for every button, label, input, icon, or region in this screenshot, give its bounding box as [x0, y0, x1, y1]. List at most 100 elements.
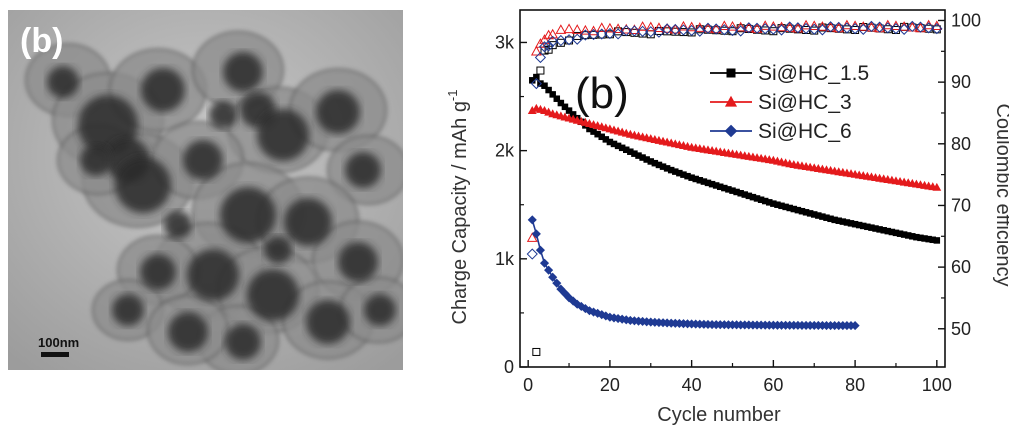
silicon-core [247, 269, 299, 321]
legend-marker-si-hc-3 [724, 95, 738, 107]
efficiency-point-si-hc-6 [923, 22, 935, 34]
silicon-core [225, 324, 261, 360]
efficiency-point-si-hc-3 [579, 24, 591, 35]
x-tick-label: 40 [682, 375, 702, 395]
capacity-point-si-hc-6 [548, 272, 558, 282]
tem-micrograph: (b) 100nm [8, 10, 403, 370]
efficiency-point-si-hc-1-5 [842, 25, 851, 34]
efficiency-point-si-hc-6 [800, 22, 812, 35]
silicon-core [364, 294, 396, 326]
efficiency-point-si-hc-6 [726, 24, 739, 37]
efficiency-point-si-hc-3 [661, 23, 673, 33]
efficiency-point-si-hc-3 [808, 20, 820, 31]
capacity-point-si-hc-6 [552, 278, 562, 288]
silicon-core [345, 152, 381, 188]
silicon-core [80, 144, 112, 176]
y-axis-left-label-text: Charge Capacity / mAh g [449, 101, 471, 324]
efficiency-point-si-hc-3 [735, 21, 747, 32]
efficiency-point-si-hc-3 [563, 23, 575, 34]
capacity-point-si-hc-6 [544, 265, 554, 275]
silicon-core [284, 198, 332, 246]
y-axis-right-label: Coulombic efficiency [992, 103, 1009, 286]
efficiency-point-si-hc-6 [775, 24, 788, 36]
efficiency-point-si-hc-6 [833, 21, 845, 33]
capacity-point-si-hc-6 [527, 215, 537, 225]
efficiency-point-si-hc-1-5 [556, 38, 565, 47]
efficiency-point-si-hc-3 [620, 23, 632, 34]
efficiency-point-si-hc-1-5 [720, 26, 729, 35]
efficiency-point-si-hc-3 [629, 24, 640, 34]
capacity-point-si-hc-1-5 [533, 73, 540, 81]
efficiency-point-si-hc-3 [637, 21, 648, 31]
efficiency-point-si-hc-3 [571, 24, 583, 34]
legend-marker-si-hc-6 [724, 124, 738, 138]
silicon-core [338, 242, 378, 282]
efficiency-point-si-hc-6 [751, 22, 763, 34]
efficiency-point-si-hc-6 [542, 40, 555, 52]
efficiency-point-si-hc-6 [718, 24, 730, 36]
silicon-core [316, 90, 360, 134]
efficiency-point-si-hc-6 [645, 26, 657, 38]
efficiency-point-si-hc-3 [612, 23, 624, 34]
efficiency-point-si-hc-3 [526, 232, 538, 242]
capacity-point-si-hc-1-5 [933, 237, 941, 244]
efficiency-point-si-hc-3 [718, 20, 730, 31]
efficiency-point-si-hc-1-5 [728, 27, 737, 36]
efficiency-point-si-hc-6 [604, 27, 616, 40]
efficiency-point-si-hc-1-5 [802, 25, 811, 34]
scale-bar [41, 352, 69, 357]
x-tick-label: 20 [600, 375, 620, 395]
capacity-point-si-hc-6 [564, 293, 574, 303]
efficiency-point-si-hc-3 [751, 23, 763, 33]
y-right-tick-label: 100 [951, 10, 981, 30]
efficiency-point-si-hc-3 [596, 22, 608, 33]
efficiency-point-si-hc-3 [547, 28, 559, 39]
efficiency-point-si-hc-3 [588, 25, 599, 36]
efficiency-point-si-hc-1-5 [565, 36, 574, 45]
capacity-point-si-hc-6 [531, 229, 541, 239]
silicon-core [223, 52, 263, 92]
cycling-chart: 0 20 40 60 80 100 0 1k 2k 3k 50 60 70 80 90 100 (b) Cyc… [445, 9, 1009, 426]
efficiency-point-si-hc-1-5 [810, 26, 819, 35]
x-axis-label: Cycle number [657, 404, 781, 426]
efficiency-point-si-hc-6 [784, 21, 796, 33]
capacity-point-si-hc-6 [556, 284, 566, 294]
efficiency-point-si-hc-6 [620, 24, 632, 37]
efficiency-point-si-hc-6 [865, 20, 878, 33]
capacity-point-si-hc-6 [580, 304, 590, 314]
silicon-core [209, 101, 237, 129]
y-right-tick-label: 50 [951, 319, 971, 339]
particle-cluster [25, 30, 403, 370]
efficiency-point-si-hc-6 [735, 25, 747, 37]
efficiency-point-si-hc-6 [882, 22, 894, 34]
efficiency-point-si-hc-3 [817, 21, 828, 31]
capacity-point-si-hc-1-5 [565, 107, 573, 114]
efficiency-point-si-hc-6 [759, 23, 771, 35]
efficiency-point-si-hc-6 [612, 28, 624, 40]
efficiency-point-si-hc-3 [694, 22, 706, 32]
efficiency-point-si-hc-6 [530, 78, 542, 90]
silicon-core [168, 312, 208, 352]
y-right-tick-label: 60 [951, 257, 971, 277]
efficiency-point-si-hc-1-5 [536, 66, 545, 75]
silicon-core [264, 236, 292, 264]
legend-label-si-hc-1-5: Si@HC_1.5 [758, 62, 869, 85]
efficiency-point-si-hc-3 [669, 23, 681, 34]
efficiency-point-si-hc-6 [743, 22, 755, 34]
efficiency-point-si-hc-6 [538, 41, 551, 53]
efficiency-point-si-hc-3 [678, 20, 689, 31]
capacity-point-si-hc-6 [572, 299, 582, 309]
efficiency-point-si-hc-3 [743, 22, 755, 33]
efficiency-point-si-hc-6 [534, 51, 547, 64]
efficiency-point-si-hc-3 [727, 20, 738, 31]
efficiency-point-si-hc-6 [636, 25, 649, 37]
efficiency-point-si-hc-6 [849, 23, 861, 35]
micrograph-panel-label: (b) [20, 22, 63, 60]
y-right-tick-label: 80 [951, 134, 971, 154]
efficiency-point-si-hc-3 [530, 45, 542, 56]
scale-bar-label: 100nm [38, 335, 79, 350]
efficiency-point-si-hc-6 [816, 24, 829, 36]
efficiency-point-si-hc-6 [587, 28, 600, 41]
efficiency-point-si-hc-3 [604, 22, 616, 33]
efficiency-point-si-hc-1-5 [548, 41, 557, 50]
